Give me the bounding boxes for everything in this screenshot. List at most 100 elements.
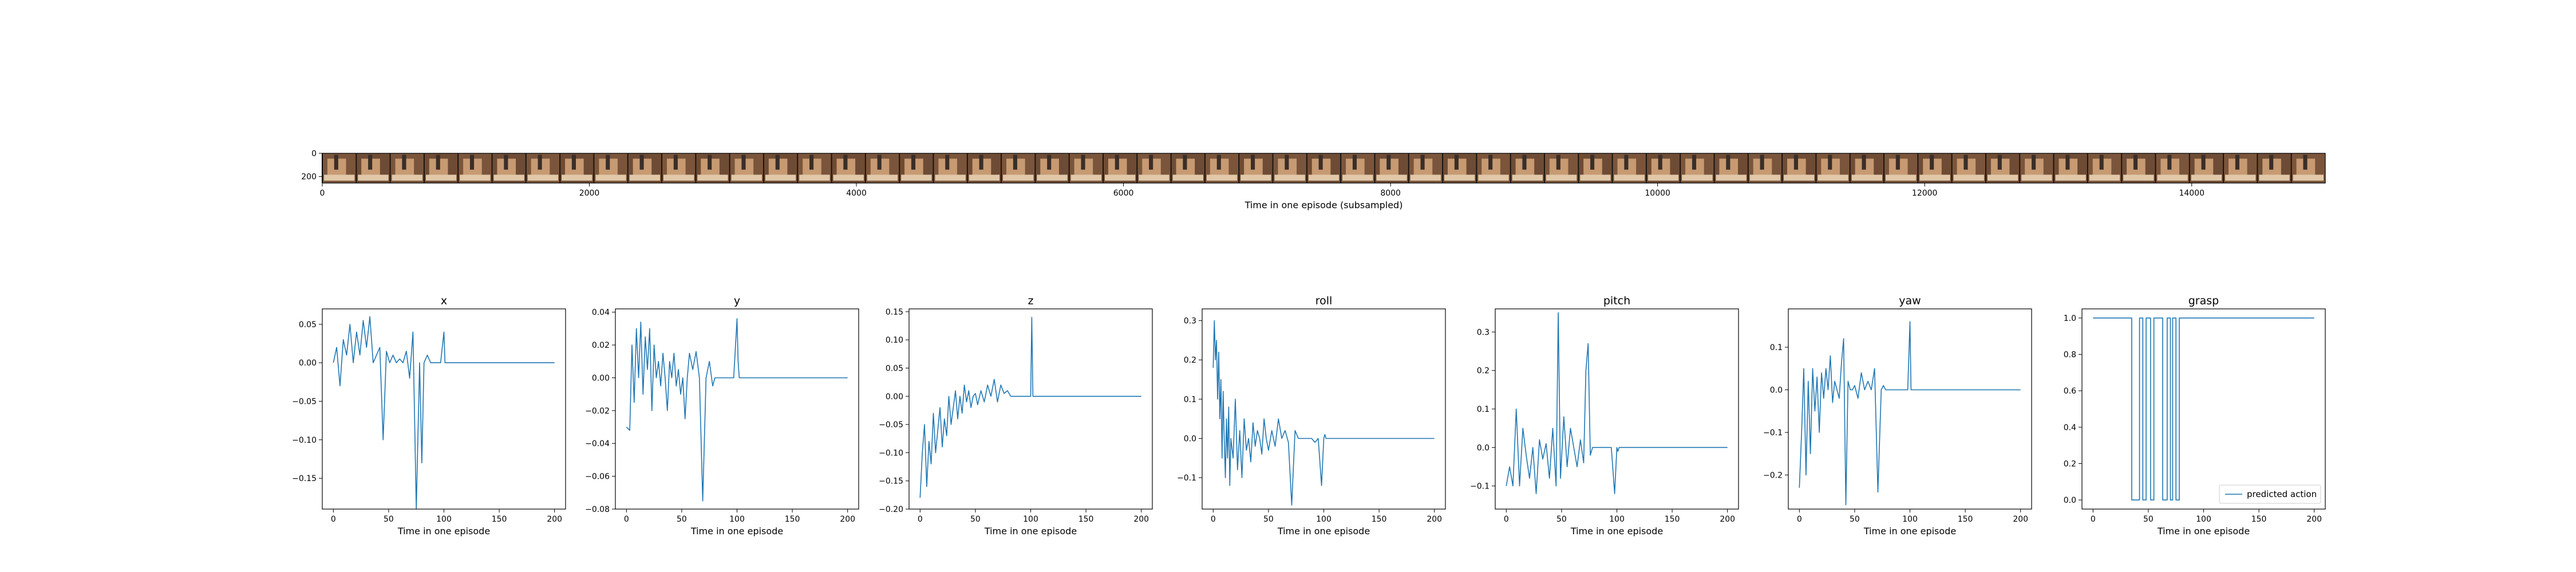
frame-table — [2123, 174, 2154, 181]
image-frame — [1103, 153, 1137, 183]
x-tick-label: 150 — [1078, 515, 1094, 524]
y-tick-label: −0.2 — [1763, 471, 1783, 480]
image-frame — [1136, 153, 1171, 183]
image-frame — [457, 153, 492, 183]
subplot-roll: 0 50 100 150 200 0.3 0.2 0.1 0.0 −0.1 roll Time in … — [1177, 295, 1446, 537]
frame-gripper — [2133, 154, 2138, 170]
x-tick-label: 50 — [970, 515, 981, 524]
frame-gripper — [1285, 154, 1289, 170]
x-tick-label: 150 — [1958, 515, 1973, 524]
frame-table — [969, 174, 1000, 181]
x-axis-label: Time in one episode — [1277, 526, 1370, 537]
frame-table — [1546, 174, 1577, 181]
subplot-grasp: 0 50 100 150 200 1.0 0.8 0.6 0.4 0.2 0.0 grasp Time … — [2064, 295, 2326, 537]
x-tick-label: 50 — [1263, 515, 1274, 524]
y-tick-label: 0.6 — [2064, 387, 2076, 396]
frame-table — [323, 174, 355, 181]
frame-table — [1749, 174, 1781, 181]
series-line — [333, 316, 555, 510]
y-tick-label: 0.00 — [299, 359, 317, 368]
x-tick-label: 50 — [677, 515, 687, 524]
frame-table — [1682, 174, 1713, 181]
image-frame — [966, 153, 1002, 183]
frame-gripper — [979, 154, 983, 170]
frame-table — [731, 174, 762, 181]
image-frame — [1543, 153, 1579, 183]
frame-gripper — [639, 154, 644, 170]
image-frame — [1034, 153, 1069, 183]
frame-gripper — [708, 154, 712, 170]
image-strip-panel: 0 2000 4000 6000 8000 10000 12000 140000200Time… — [301, 149, 2326, 210]
y-tick-label: 0.04 — [592, 308, 610, 317]
chart-title: z — [1028, 295, 1034, 307]
y-tick-label: 0.00 — [886, 392, 903, 402]
x-tick-label: 0 — [1211, 515, 1216, 524]
subplot-yaw: 0 50 100 150 200 0.1 0.0 −0.1 −0.2 yaw Time in one… — [1763, 295, 2032, 537]
frame-table — [2293, 174, 2324, 181]
frame-gripper — [1930, 154, 1934, 170]
image-frame — [1883, 153, 1918, 183]
image-frame — [2223, 153, 2258, 183]
frame-gripper — [1726, 154, 1730, 170]
frame-table — [2259, 174, 2290, 181]
frame-table — [1003, 174, 1034, 181]
frame-gripper — [606, 154, 610, 170]
frame-gripper — [1793, 154, 1798, 170]
image-frame — [1951, 153, 1986, 183]
frame-gripper — [402, 154, 406, 170]
y-tick-label: −0.15 — [292, 474, 317, 483]
frame-table — [2191, 174, 2222, 181]
image-frame — [1849, 153, 1884, 183]
y-tick-label: −0.08 — [585, 505, 610, 514]
image-frame — [1374, 153, 1409, 183]
frame-table — [799, 174, 830, 181]
frame-table — [1953, 174, 1984, 181]
frame-gripper — [1386, 154, 1391, 170]
frame-gripper — [1522, 154, 1527, 170]
frame-gripper — [673, 154, 678, 170]
frame-gripper — [1183, 154, 1187, 170]
chart-title: roll — [1315, 295, 1333, 307]
series-line — [919, 317, 1141, 498]
x-axis-label: Time in one episode — [1570, 526, 1663, 537]
y-tick-label: 0.2 — [1477, 367, 1490, 376]
frame-gripper — [1149, 154, 1153, 170]
line-panels: 0 50 100 150 2000.050.00−0.05−0.10−0.15xTime… — [292, 295, 2326, 537]
image-frame — [1747, 153, 1783, 183]
chart-title: grasp — [2188, 295, 2219, 307]
legend-box — [2219, 484, 2321, 504]
x-tick-label: 8000 — [1380, 189, 1401, 198]
chart-title: y — [734, 295, 740, 307]
frame-gripper — [1352, 154, 1357, 170]
frame-table — [1070, 174, 1102, 181]
subplot-y: 0 50 100 150 200 0.04 0.02 0.00 −0.02 −0.04 −0.06 −… — [585, 295, 859, 537]
frame-table — [2021, 174, 2052, 181]
image-strip-frame — [322, 153, 2326, 184]
image-frame — [525, 153, 560, 183]
frame-gripper — [911, 154, 916, 170]
x-tick-label: 0 — [331, 515, 336, 524]
legend-label: predicted action — [2247, 489, 2317, 499]
x-tick-label: 0 — [320, 189, 325, 198]
series-line — [626, 318, 848, 502]
image-frame — [1340, 153, 1375, 183]
image-frame — [1306, 153, 1341, 183]
image-frame — [899, 153, 934, 183]
frame-table — [1818, 174, 1848, 181]
x-axis-label: Time in one episode — [690, 526, 783, 537]
frame-table — [1139, 174, 1170, 181]
y-tick-label: −0.05 — [879, 420, 903, 430]
subplot-z: 0 50 100 150 200 0.15 0.10 0.05 0.00 −0.05 −0.10 −0… — [879, 295, 1153, 537]
y-tick-label: 0.8 — [2064, 351, 2076, 360]
image-frame — [1680, 153, 1714, 183]
image-frame — [2155, 153, 2190, 183]
image-frame — [491, 153, 526, 183]
frame-gripper — [2269, 154, 2274, 170]
image-frame — [1781, 153, 1816, 183]
frame-table — [1478, 174, 1509, 181]
image-frame — [593, 153, 628, 183]
frame-table — [527, 174, 559, 181]
frame-table — [1308, 174, 1340, 181]
frame-table — [1376, 174, 1407, 181]
